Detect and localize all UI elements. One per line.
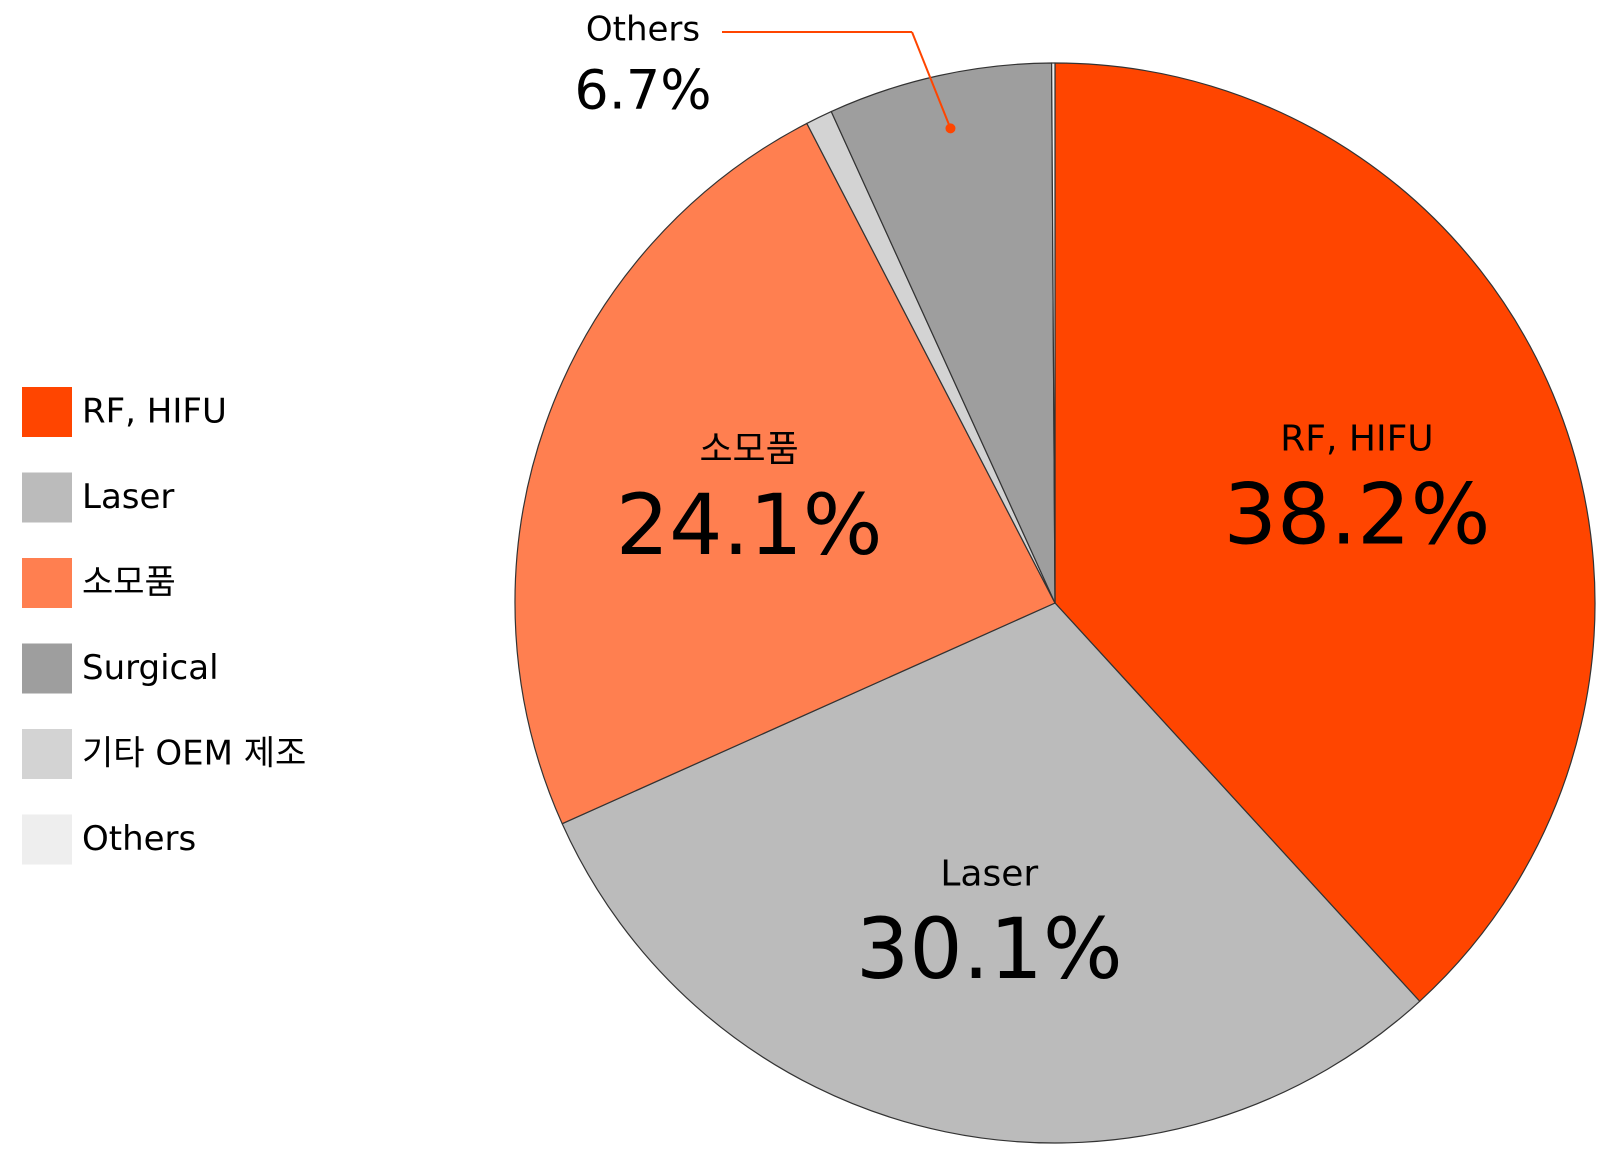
- legend-swatch: [22, 558, 72, 608]
- legend-label: Surgical: [82, 648, 219, 688]
- legend-swatch: [22, 643, 72, 694]
- legend-swatch: [22, 729, 72, 779]
- pie-slice: [830, 62, 1056, 604]
- callout-dot: [945, 123, 956, 134]
- slice-label: Laser: [940, 853, 1038, 894]
- pie-slice: [1054, 62, 1596, 1002]
- legend-label: Others: [82, 819, 196, 859]
- slice-label: RF, HIFU: [1280, 419, 1433, 460]
- slice-label: Others: [586, 10, 700, 50]
- legend-swatch: [22, 814, 72, 865]
- pie-slice: [1051, 62, 1056, 604]
- value-label: 38.2%: [1224, 466, 1491, 564]
- pie-slice: [514, 122, 1056, 825]
- legend-label: 기타 OEM 제조: [82, 734, 306, 774]
- value-label: 24.1%: [616, 476, 883, 574]
- value-label: 30.1%: [856, 900, 1123, 998]
- callout-line: [911, 31, 952, 129]
- legend-label: 소모품: [82, 563, 176, 603]
- legend-label: RF, HIFU: [82, 392, 227, 432]
- legend-label: Laser: [82, 477, 174, 517]
- legend-swatch: [22, 472, 72, 523]
- value-label: 6.7%: [574, 59, 711, 122]
- legend-swatch: [22, 387, 72, 437]
- slice-label: 소모품: [699, 429, 798, 470]
- pie-slice: [561, 602, 1421, 1144]
